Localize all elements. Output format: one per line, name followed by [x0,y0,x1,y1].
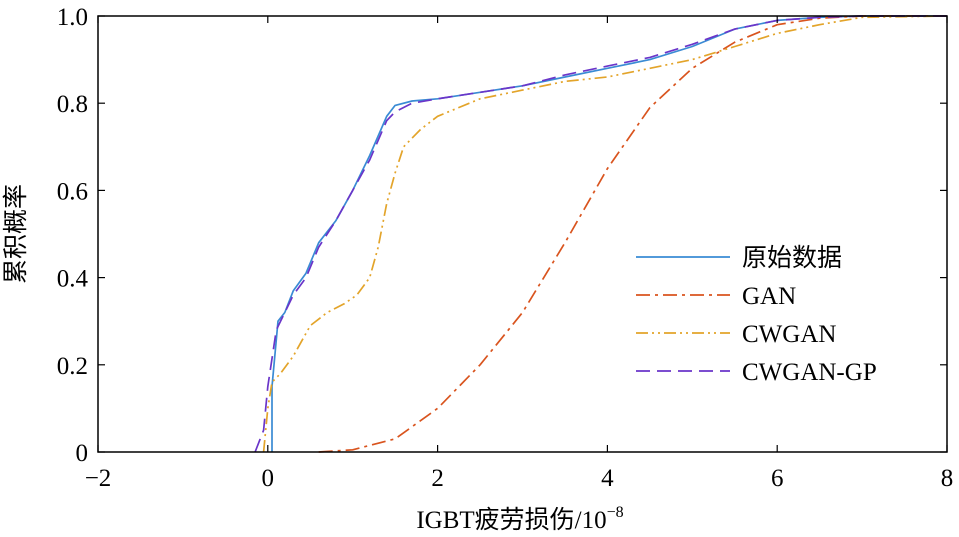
x-tick-label: 2 [431,465,444,492]
series-line-4 [254,15,947,453]
plot-frame [97,15,948,453]
y-tick-label: 0.2 [57,353,88,380]
series-line-1 [271,15,947,452]
ticks-layer: −2 0 2 4 6 800.20.40.60.81.0 [57,4,954,492]
legend-label-2: GAN [742,283,796,310]
x-tick-label: 0 [262,465,275,492]
y-tick-label: 0 [76,440,89,467]
x-tick-label: 6 [771,465,784,492]
y-tick-label: 1.0 [57,4,88,31]
y-axis-label: 累积概率 [2,184,30,284]
x-tick-label: −2 [85,465,112,492]
y-tick-label: 0.4 [57,266,89,293]
x-tick-label: 8 [941,465,954,492]
x-axis-label-exponent: −8 [607,504,624,521]
y-tick-label: 0.6 [57,178,88,205]
y-tick-label: 0.8 [57,91,88,118]
x-axis-label-main: IGBT疲劳损伤/10 [416,506,606,534]
legend-label-4: CWGAN-GP [742,359,877,386]
legend-label-1: 原始数据 [742,244,842,272]
x-axis-label: IGBT疲劳损伤/10−8 [416,504,623,534]
series-layer [254,15,948,453]
series-line-2 [318,15,947,453]
legend: 原始数据 GAN CWGAN CWGAN-GP [636,244,877,386]
x-tick-label: 4 [601,465,614,492]
series-line-3 [262,15,948,453]
legend-label-3: CWGAN [742,321,836,348]
